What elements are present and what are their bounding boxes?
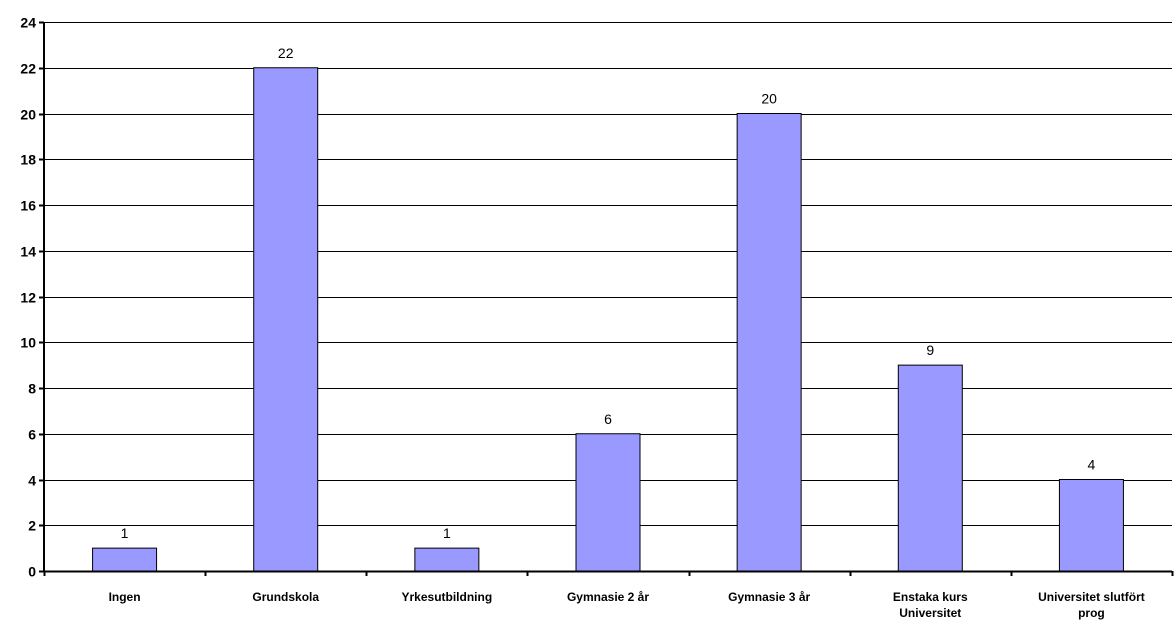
bar xyxy=(897,364,963,572)
y-tick-label: 2 xyxy=(28,518,36,534)
bar xyxy=(253,67,319,572)
y-tick-label: 18 xyxy=(20,152,36,168)
y-tick-label: 20 xyxy=(20,107,36,123)
y-tick-label: 22 xyxy=(20,61,36,77)
data-label: 20 xyxy=(761,91,777,107)
data-label: 1 xyxy=(121,525,129,541)
x-tick-label: Ingen xyxy=(109,590,141,604)
x-tick-label: Yrkesutbildning xyxy=(402,590,493,604)
bar xyxy=(575,433,641,572)
data-label: 9 xyxy=(926,342,934,358)
x-tick-label: Universitet slutfört prog xyxy=(1038,590,1145,620)
bars xyxy=(92,67,1124,572)
y-tick-label: 4 xyxy=(28,473,36,489)
x-tick-label: Enstaka kurs Universitet xyxy=(893,590,968,620)
bar xyxy=(736,113,802,572)
data-label: 1 xyxy=(443,525,451,541)
y-tick-label: 6 xyxy=(28,427,36,443)
x-tick-label: Gymnasie 2 år xyxy=(567,590,649,604)
y-tick-label: 24 xyxy=(20,15,36,31)
x-tick-label: Gymnasie 3 år xyxy=(728,590,810,604)
data-label: 6 xyxy=(604,411,612,427)
labels: 0246810121416182022241Ingen22Grundskola1… xyxy=(20,15,1144,621)
axes xyxy=(39,21,1174,576)
y-tick-label: 12 xyxy=(20,290,36,306)
y-tick-label: 16 xyxy=(20,198,36,214)
y-tick-label: 10 xyxy=(20,335,36,351)
bar xyxy=(1058,479,1124,572)
data-label: 22 xyxy=(278,45,294,61)
data-label: 4 xyxy=(1088,457,1096,473)
x-tick-label: Grundskola xyxy=(252,590,319,604)
y-tick-label: 0 xyxy=(28,564,36,580)
y-tick-label: 8 xyxy=(28,381,36,397)
bar xyxy=(92,547,158,572)
bar xyxy=(414,547,480,572)
y-tick-label: 14 xyxy=(20,244,36,260)
grid-lines xyxy=(44,22,1172,526)
